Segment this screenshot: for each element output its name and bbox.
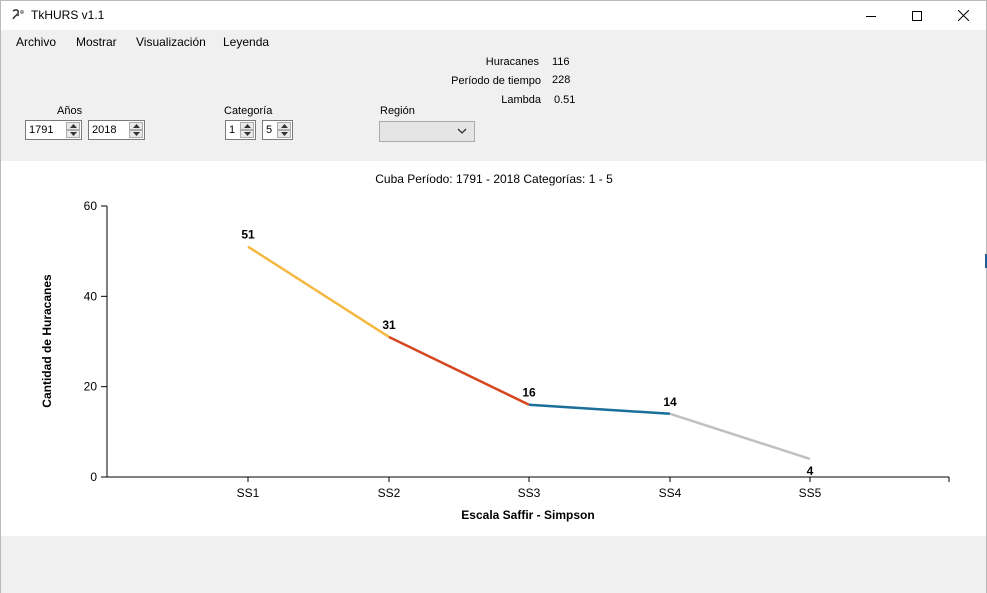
series-segment xyxy=(528,403,671,416)
y-tick-label: 60 xyxy=(84,199,98,213)
category-from-down-button[interactable] xyxy=(240,130,254,138)
series-segment xyxy=(388,335,530,406)
periodo-value: 228 xyxy=(552,74,571,86)
arrow-down-icon xyxy=(243,132,251,136)
category-to-down-button[interactable] xyxy=(277,130,291,138)
minimize-icon xyxy=(866,15,876,17)
data-label: 16 xyxy=(522,386,536,400)
year-from-value: 1791 xyxy=(29,124,54,136)
minimize-button[interactable] xyxy=(848,1,894,30)
menu-bar: Archivo Mostrar Visualización Leyenda xyxy=(1,30,986,54)
x-tick-label: SS1 xyxy=(237,486,260,500)
chevron-down-icon xyxy=(457,128,467,134)
year-to-down-button[interactable] xyxy=(129,130,143,138)
arrow-up-icon xyxy=(243,124,251,128)
arrow-down-icon xyxy=(132,132,140,136)
category-to-up-button[interactable] xyxy=(277,122,291,130)
region-dropdown[interactable] xyxy=(379,121,475,142)
menu-leyenda[interactable]: Leyenda xyxy=(223,35,270,49)
region-label: Región xyxy=(380,105,415,117)
window-edge-accent xyxy=(985,254,987,268)
x-tick-label: SS2 xyxy=(378,486,401,500)
category-from-value: 1 xyxy=(229,124,236,136)
chart-title: Cuba Período: 1791 - 2018 Categorías: 1 … xyxy=(375,172,613,186)
close-button[interactable] xyxy=(940,1,986,30)
y-tick-label: 0 xyxy=(90,470,97,484)
category-to-spinner[interactable]: 5 xyxy=(262,120,293,140)
x-tick-label: SS5 xyxy=(799,486,822,500)
chart-xlabel: Escala Saffir - Simpson xyxy=(461,508,594,522)
data-labels: 51 31 16 14 4 xyxy=(241,228,813,478)
year-from-spinner[interactable]: 1791 xyxy=(25,120,82,140)
arrow-up-icon xyxy=(132,124,140,128)
data-label: 4 xyxy=(807,464,814,478)
arrow-up-icon xyxy=(69,124,77,128)
huracanes-label: Huracanes xyxy=(485,56,539,68)
arrow-down-icon xyxy=(280,132,288,136)
menu-archivo[interactable]: Archivo xyxy=(16,35,57,49)
category-from-up-button[interactable] xyxy=(240,122,254,130)
hurricane-chart: Cuba Período: 1791 - 2018 Categorías: 1 … xyxy=(40,172,950,522)
arrow-down-icon xyxy=(69,132,77,136)
y-tick-label: 20 xyxy=(84,380,98,394)
year-from-down-button[interactable] xyxy=(66,130,80,138)
menu-visualizacion[interactable]: Visualización xyxy=(136,35,206,49)
year-to-spinner[interactable]: 2018 xyxy=(88,120,145,140)
app-icon xyxy=(10,8,26,22)
maximize-icon xyxy=(912,10,922,21)
status-panel xyxy=(1,536,986,593)
x-axis-ticks: SS1 SS2 SS3 SS4 SS5 xyxy=(237,477,950,500)
controls-panel xyxy=(1,54,986,161)
x-tick-label: SS4 xyxy=(659,486,682,500)
close-icon xyxy=(957,10,969,21)
chart-area: Cuba Período: 1791 - 2018 Categorías: 1 … xyxy=(1,161,986,536)
year-to-value: 2018 xyxy=(92,124,117,136)
window-title: TkHURS v1.1 xyxy=(31,8,105,22)
y-axis-ticks: 0 20 40 60 xyxy=(84,199,107,484)
huracanes-value: 116 xyxy=(552,56,570,68)
lambda-label: Lambda xyxy=(501,94,541,106)
y-tick-label: 40 xyxy=(84,289,98,303)
x-tick-label: SS3 xyxy=(518,486,541,500)
series-line xyxy=(247,245,811,461)
data-label: 51 xyxy=(241,228,255,242)
periodo-label: Período de tiempo xyxy=(451,75,541,87)
data-label: 31 xyxy=(382,318,396,332)
data-label: 14 xyxy=(663,395,677,409)
menu-mostrar[interactable]: Mostrar xyxy=(76,35,117,49)
anos-label: Años xyxy=(57,105,83,117)
category-from-spinner[interactable]: 1 xyxy=(225,120,256,140)
arrow-up-icon xyxy=(280,124,288,128)
title-bar: TkHURS v1.1 xyxy=(1,1,986,30)
series-segment xyxy=(669,412,811,461)
category-to-value: 5 xyxy=(266,124,273,136)
lambda-value: 0.51 xyxy=(554,94,576,106)
year-to-up-button[interactable] xyxy=(129,122,143,130)
year-from-up-button[interactable] xyxy=(66,122,80,130)
maximize-button[interactable] xyxy=(894,1,940,30)
categoria-label: Categoría xyxy=(224,105,273,117)
chart-ylabel: Cantidad de Huracanes xyxy=(40,274,54,408)
series-segment xyxy=(247,245,390,339)
